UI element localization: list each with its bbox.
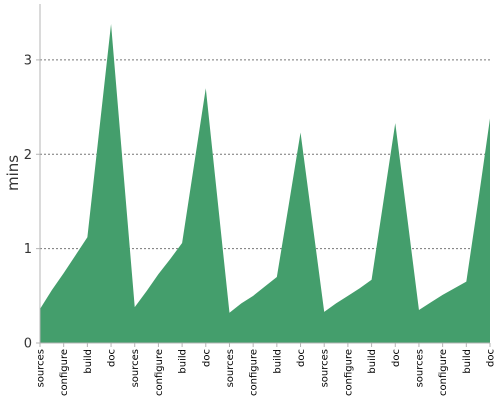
x-tick-label-sources: sources <box>225 349 236 387</box>
y-tick-label-0: 0 <box>24 337 32 352</box>
axes <box>39 4 490 344</box>
x-ticks: sources configure build doc sources configure… <box>36 343 497 396</box>
x-tick-label-build: build <box>462 349 473 374</box>
y-tick-label-2: 2 <box>24 148 32 163</box>
gridlines <box>40 59 490 250</box>
x-tick-label-sources: sources <box>414 349 425 387</box>
y-tick-label-1: 1 <box>24 242 32 257</box>
x-tick-label-doc: doc <box>296 349 307 367</box>
x-tick-label-build: build <box>83 349 94 374</box>
x-tick-label-sources: sources <box>36 349 47 387</box>
x-tick-label-doc: doc <box>486 349 497 367</box>
y-tick-label-3: 3 <box>24 53 32 68</box>
x-tick-label-configure: configure <box>249 349 260 396</box>
x-tick-label-sources: sources <box>320 349 331 387</box>
x-tick-label-configure: configure <box>438 349 449 396</box>
x-tick-label-configure: configure <box>154 349 165 396</box>
x-tick-label-doc: doc <box>107 349 118 367</box>
x-tick-label-build: build <box>178 349 189 374</box>
x-tick-label-doc: doc <box>391 349 402 367</box>
y-axis-label: mins <box>4 155 22 191</box>
x-tick-label-sources: sources <box>130 349 141 387</box>
series-area <box>40 24 490 343</box>
x-tick-label-doc: doc <box>201 349 212 367</box>
x-tick-label-configure: configure <box>343 349 354 396</box>
y-ticks: 0 1 2 3 <box>24 53 40 352</box>
x-tick-label-build: build <box>272 349 283 374</box>
x-tick-label-configure: configure <box>59 349 70 396</box>
x-tick-label-build: build <box>367 349 378 374</box>
